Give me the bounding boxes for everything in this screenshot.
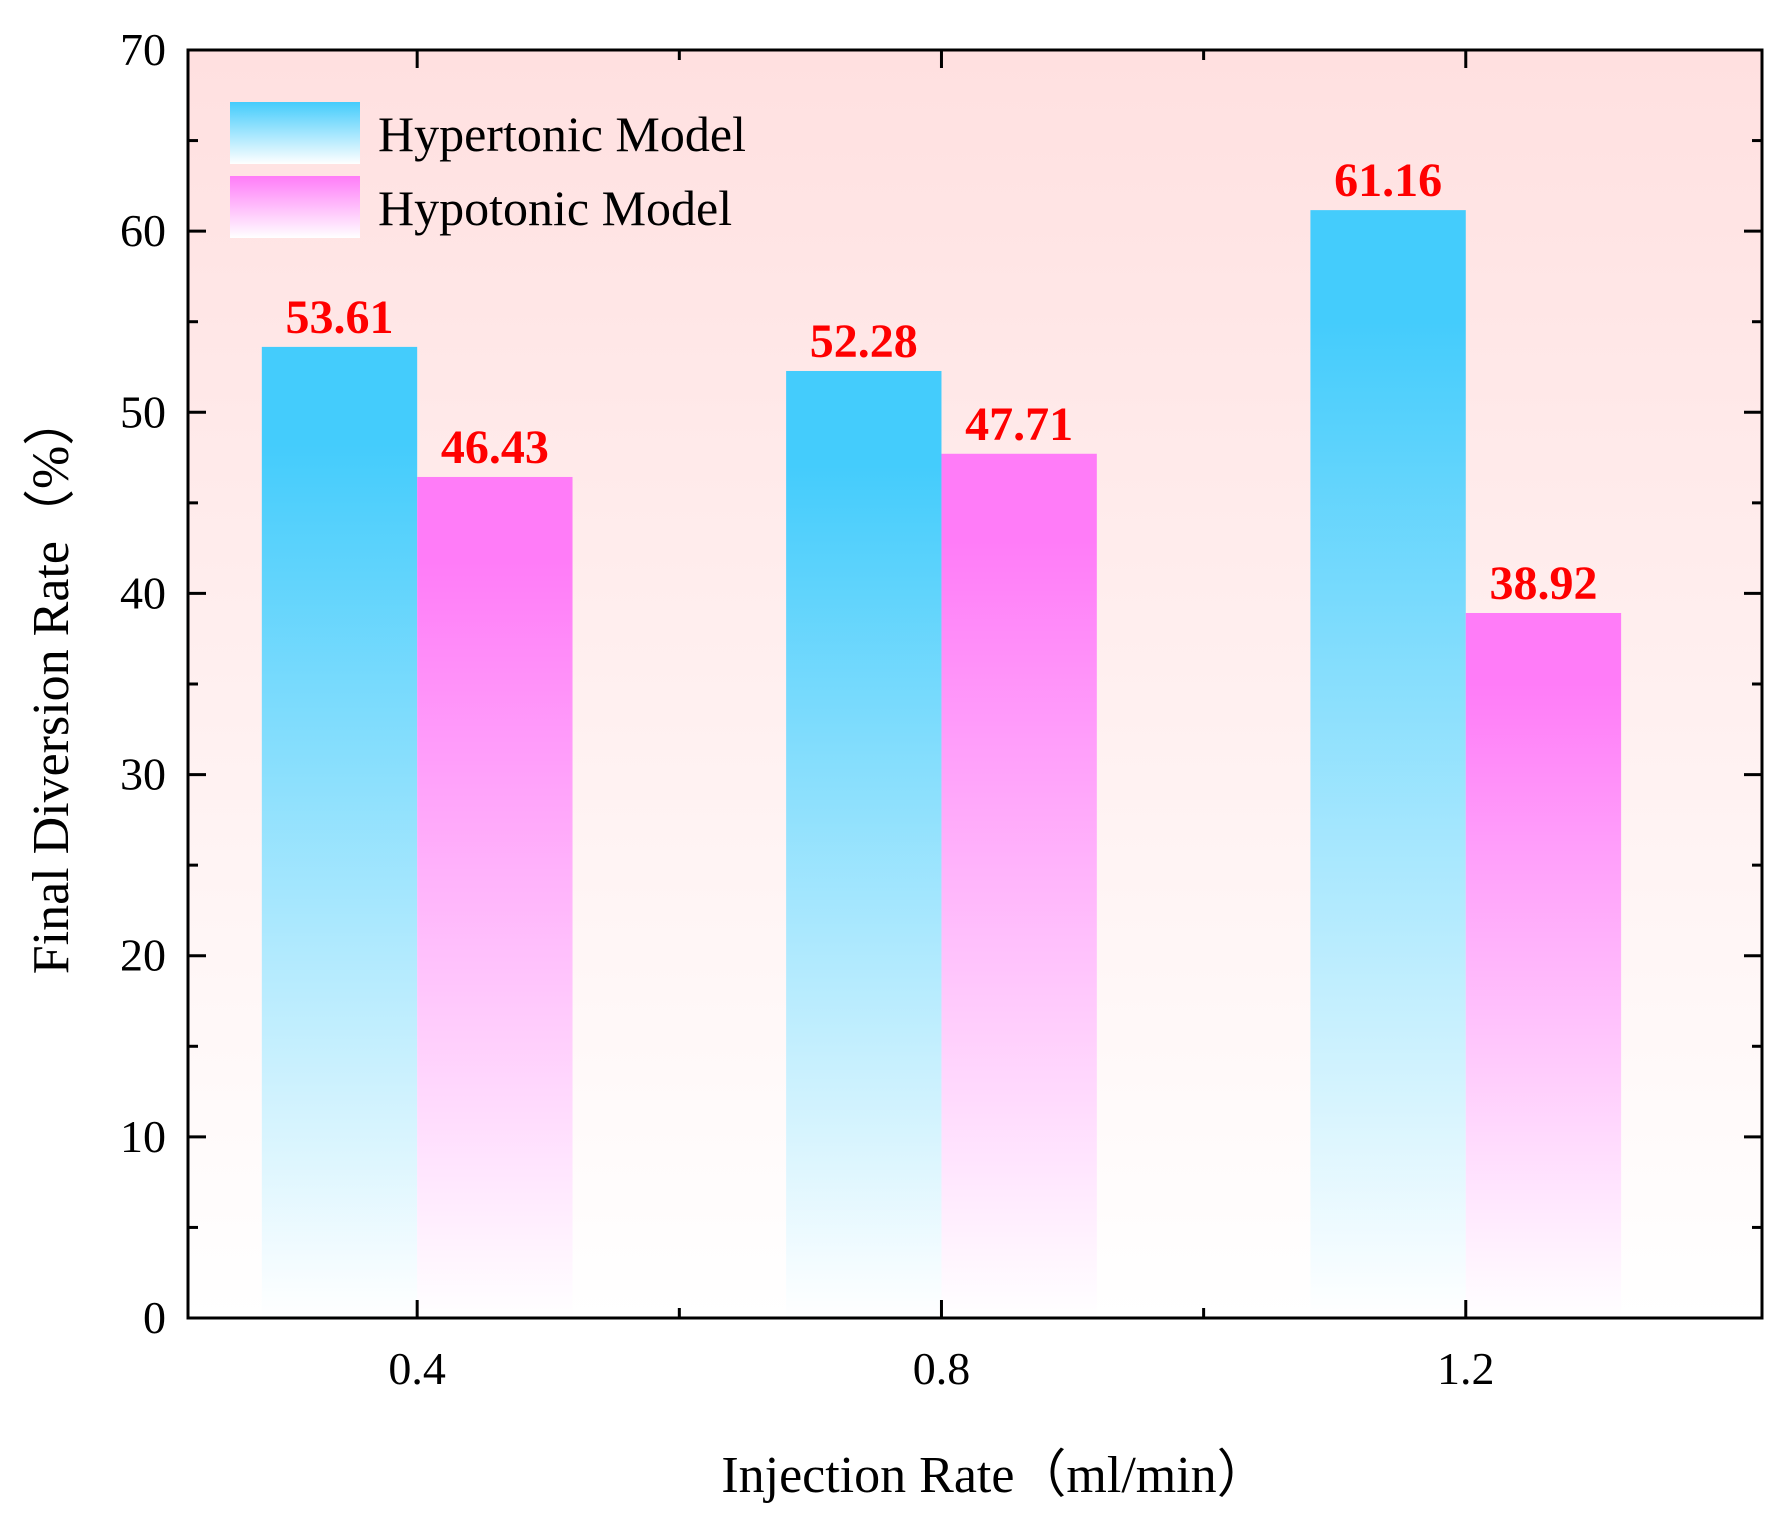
y-tick-label: 10 xyxy=(120,1111,166,1162)
legend-swatch-hypertonic xyxy=(230,102,360,164)
x-tick-label: 0.8 xyxy=(913,1343,971,1394)
y-tick-label: 0 xyxy=(143,1292,166,1343)
bar-hypotonic-0.4 xyxy=(417,476,573,1318)
y-tick-label: 20 xyxy=(120,930,166,981)
data-label-hypertonic-1.2: 61.16 xyxy=(1334,154,1442,207)
data-labels-layer: 53.61 52.28 61.16 46.43 47.71 38.92 xyxy=(285,154,1597,610)
x-tick-label: 1.2 xyxy=(1437,1343,1495,1394)
legend-swatch-hypotonic xyxy=(230,176,360,238)
data-label-hypertonic-0.8: 52.28 xyxy=(810,315,918,368)
data-label-hypertonic-0.4: 53.61 xyxy=(285,291,393,344)
y-tick-label: 50 xyxy=(120,386,166,437)
legend-label-hypotonic: Hypotonic Model xyxy=(378,180,732,236)
data-label-hypotonic-0.4: 46.43 xyxy=(441,421,549,474)
bar-hypotonic-0.8 xyxy=(941,453,1097,1318)
legend: Hypertonic Model Hypotonic Model xyxy=(230,102,746,238)
bar-hypertonic-0.8 xyxy=(786,370,942,1319)
bar-hypertonic-0.4 xyxy=(261,346,418,1318)
bars-layer xyxy=(261,210,1622,1319)
x-axis-title: Injection Rate（ml/min） xyxy=(721,1447,1268,1504)
y-axis-title: Final Diversion Rate（%） xyxy=(23,394,80,975)
y-tick-label: 30 xyxy=(120,749,166,800)
y-tick-label: 60 xyxy=(120,205,166,256)
y-tick-label: 70 xyxy=(120,24,166,75)
bar-hypertonic-1.2 xyxy=(1310,210,1466,1319)
bar-hypotonic-1.2 xyxy=(1465,612,1622,1318)
data-label-hypotonic-1.2: 38.92 xyxy=(1489,557,1597,610)
ticks-layer: 0 10 20 30 40 50 60 70 0.4 0.8 1.2 xyxy=(120,24,1762,1394)
x-tick-label: 0.4 xyxy=(388,1343,446,1394)
data-label-hypotonic-0.8: 47.71 xyxy=(965,398,1073,451)
y-tick-label: 40 xyxy=(120,567,166,618)
legend-label-hypertonic: Hypertonic Model xyxy=(378,106,746,162)
